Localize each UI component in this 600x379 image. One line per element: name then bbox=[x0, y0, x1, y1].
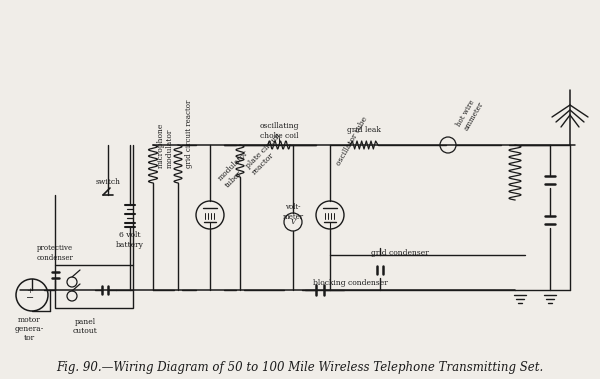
Text: grid leak: grid leak bbox=[347, 126, 381, 134]
Bar bbox=[55, 265, 133, 308]
Circle shape bbox=[67, 291, 77, 301]
Text: oscillating
choke coil: oscillating choke coil bbox=[259, 122, 299, 139]
Text: 6 volt
battery: 6 volt battery bbox=[116, 232, 144, 249]
Text: volt-
meter: volt- meter bbox=[283, 204, 304, 221]
Text: plate circuit
reactor: plate circuit reactor bbox=[244, 131, 289, 176]
Text: protective
condenser: protective condenser bbox=[37, 244, 73, 262]
Text: grid condenser: grid condenser bbox=[371, 249, 429, 257]
Circle shape bbox=[316, 201, 344, 229]
Text: hot wire
ammeter: hot wire ammeter bbox=[455, 96, 485, 132]
Text: modulator
tuber: modulator tuber bbox=[217, 149, 257, 189]
Circle shape bbox=[16, 279, 48, 311]
Text: grid circuit reactor: grid circuit reactor bbox=[185, 100, 193, 168]
Text: panel
cutout: panel cutout bbox=[73, 318, 97, 335]
Text: Fig. 90.—Wiring Diagram of 50 to 100 Mile Wireless Telephone Transmitting Set.: Fig. 90.—Wiring Diagram of 50 to 100 Mil… bbox=[56, 362, 544, 374]
Circle shape bbox=[196, 201, 224, 229]
Text: microphone
modulator: microphone modulator bbox=[157, 123, 173, 168]
Circle shape bbox=[67, 277, 77, 287]
Text: oscillator tube: oscillator tube bbox=[335, 115, 369, 167]
Text: blocking condenser: blocking condenser bbox=[313, 279, 388, 287]
Text: −: − bbox=[26, 294, 34, 304]
Text: V: V bbox=[290, 218, 296, 226]
Text: motor
genera-
tor: motor genera- tor bbox=[14, 316, 44, 342]
Circle shape bbox=[440, 137, 456, 153]
Text: switch: switch bbox=[95, 178, 121, 186]
Circle shape bbox=[284, 213, 302, 231]
Text: +: + bbox=[26, 287, 34, 295]
